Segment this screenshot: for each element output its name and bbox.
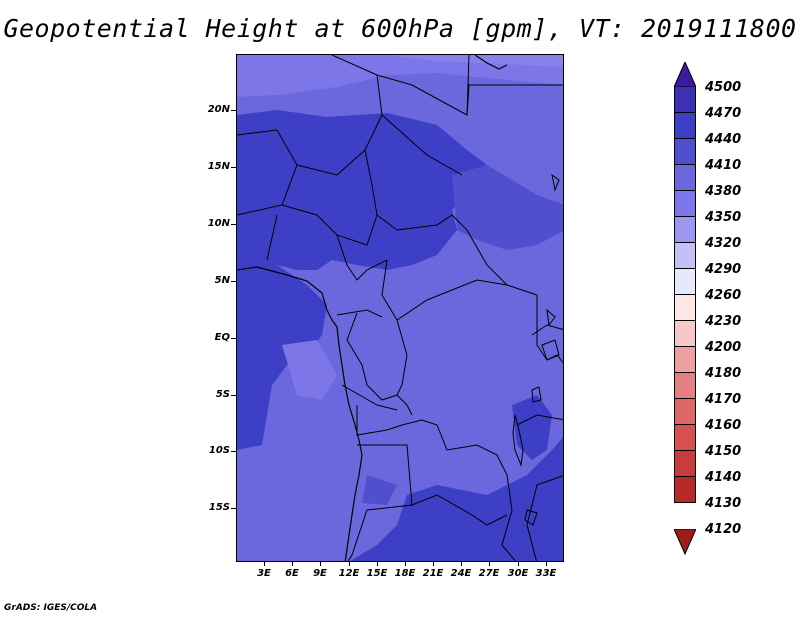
- lat-label-15s: 15S: [208, 502, 230, 513]
- colorbar-label-4320: 4320: [705, 236, 742, 251]
- colorbar-label-4120: 4120: [705, 522, 742, 537]
- lakes: [512, 173, 560, 526]
- lat-label-20n: 20N: [207, 104, 230, 115]
- colorbar-cell: [674, 87, 696, 113]
- field-north-band: [237, 55, 563, 97]
- lat-label-eq: EQ: [214, 332, 230, 343]
- colorbar-cell: [674, 477, 696, 503]
- colorbar-cell: [674, 295, 696, 321]
- grads-credit: GrADS: IGES/COLA: [4, 603, 98, 613]
- colorbar-label-4290: 4290: [705, 262, 742, 277]
- lon-label-21e: 21E: [422, 568, 444, 579]
- lon-tick: [349, 561, 350, 566]
- colorbar-label-4160: 4160: [705, 418, 742, 433]
- lat-tick: [231, 508, 236, 509]
- colorbar-label-4410: 4410: [705, 158, 742, 173]
- colorbar-label-4150: 4150: [705, 444, 742, 459]
- colorbar-bottom-arrow: [674, 529, 696, 555]
- colorbar-cell: [674, 113, 696, 139]
- colorbar-label-4140: 4140: [705, 470, 742, 485]
- colorbar-label-4440: 4440: [705, 132, 742, 147]
- lat-tick: [231, 224, 236, 225]
- colorbar-label-4180: 4180: [705, 366, 742, 381]
- lon-tick: [461, 561, 462, 566]
- colorbar-label-4500: 4500: [705, 80, 742, 95]
- lon-label-9e: 9E: [313, 568, 327, 579]
- colorbar-cell: [674, 373, 696, 399]
- lon-tick: [405, 561, 406, 566]
- lon-tick: [489, 561, 490, 566]
- lon-tick: [292, 561, 293, 566]
- lat-label-10s: 10S: [208, 445, 230, 456]
- colorbar-label-4260: 4260: [705, 288, 742, 303]
- lat-tick: [231, 167, 236, 168]
- lon-label-12e: 12E: [338, 568, 360, 579]
- colorbar-cell: [674, 425, 696, 451]
- field-southeast-high: [350, 437, 563, 561]
- field-north-light: [387, 55, 563, 67]
- colorbar-cell: [674, 165, 696, 191]
- colorbar-cell: [674, 451, 696, 477]
- field-sahel-high: [237, 110, 487, 270]
- lat-label-10n: 10N: [207, 218, 230, 229]
- field-ocean-light: [282, 340, 337, 400]
- lat-label-15n: 15N: [207, 161, 230, 172]
- colorbar-label-4130: 4130: [705, 496, 742, 511]
- colorbar-cell: [674, 243, 696, 269]
- colorbar-label-4230: 4230: [705, 314, 742, 329]
- field-south-patch: [362, 475, 397, 505]
- lon-tick: [377, 561, 378, 566]
- colorbar-cell: [674, 217, 696, 243]
- colorbar-label-4200: 4200: [705, 340, 742, 355]
- lon-tick: [546, 561, 547, 566]
- colorbar-cell: [674, 347, 696, 373]
- map-title: Geopotential Height at 600hPa [gpm], VT:…: [3, 14, 797, 43]
- field-gulf-high: [237, 255, 327, 450]
- coastline: [237, 55, 508, 561]
- lat-tick: [231, 395, 236, 396]
- lon-label-30e: 30E: [507, 568, 529, 579]
- colorbar-label-4470: 4470: [705, 106, 742, 121]
- lon-label-15e: 15E: [366, 568, 388, 579]
- map-panel: [236, 54, 564, 562]
- lon-tick: [320, 561, 321, 566]
- lon-tick: [518, 561, 519, 566]
- lon-label-27e: 27E: [478, 568, 500, 579]
- colorbar-label-4170: 4170: [705, 392, 742, 407]
- lat-tick: [231, 338, 236, 339]
- lat-tick: [231, 110, 236, 111]
- lat-tick: [231, 281, 236, 282]
- colorbar-cell: [674, 399, 696, 425]
- lon-label-18e: 18E: [394, 568, 416, 579]
- colorbar-label-4350: 4350: [705, 210, 742, 225]
- colorbar-cell: [674, 321, 696, 347]
- colorbar-cell: [674, 191, 696, 217]
- geopotential-map: [237, 55, 563, 561]
- lat-label-5s: 5S: [215, 389, 230, 400]
- colorbar-label-4380: 4380: [705, 184, 742, 199]
- colorbar-cell: [674, 139, 696, 165]
- lon-tick: [433, 561, 434, 566]
- lon-label-33e: 33E: [535, 568, 557, 579]
- lon-tick: [264, 561, 265, 566]
- colorbar-cell: [674, 269, 696, 295]
- lat-label-5n: 5N: [214, 275, 230, 286]
- lon-label-6e: 6E: [285, 568, 299, 579]
- lon-label-24e: 24E: [450, 568, 472, 579]
- lat-tick: [231, 451, 236, 452]
- lon-label-3e: 3E: [257, 568, 271, 579]
- colorbar-top-arrow: [674, 62, 696, 88]
- field-east-mid: [452, 165, 563, 250]
